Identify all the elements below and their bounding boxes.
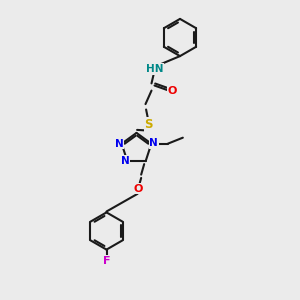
Text: N: N <box>149 138 158 148</box>
Text: HN: HN <box>146 64 163 74</box>
Text: S: S <box>144 118 153 131</box>
Text: O: O <box>168 86 177 97</box>
Text: N: N <box>115 139 124 149</box>
Text: N: N <box>121 155 129 166</box>
Text: F: F <box>103 256 110 266</box>
Text: O: O <box>134 184 143 194</box>
